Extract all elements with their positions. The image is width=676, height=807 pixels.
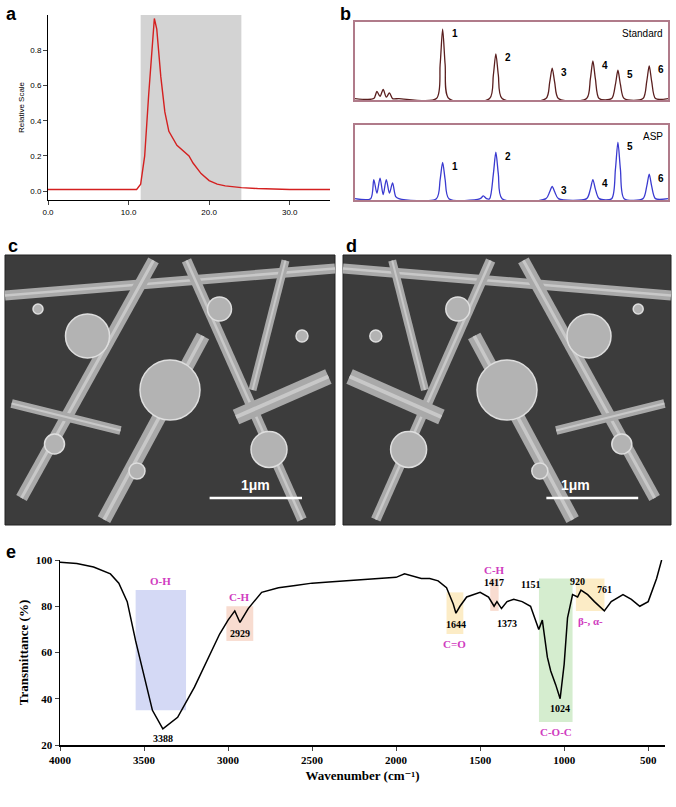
svg-text:3500: 3500 — [133, 754, 156, 766]
svg-text:2500: 2500 — [301, 754, 324, 766]
svg-text:0.4: 0.4 — [30, 117, 42, 126]
svg-text:920: 920 — [570, 576, 585, 587]
svg-text:6: 6 — [658, 173, 664, 184]
svg-text:3000: 3000 — [217, 754, 240, 766]
svg-text:0.2: 0.2 — [30, 152, 42, 161]
svg-text:Relative Scale: Relative Scale — [17, 81, 26, 133]
svg-text:30.0: 30.0 — [282, 208, 298, 217]
svg-text:C-H: C-H — [484, 564, 505, 576]
svg-text:0.6: 0.6 — [30, 81, 42, 90]
svg-text:1024: 1024 — [550, 703, 570, 714]
svg-text:Standard: Standard — [622, 28, 663, 39]
svg-text:C=O: C=O — [443, 638, 466, 650]
svg-text:20.0: 20.0 — [201, 208, 217, 217]
svg-text:1: 1 — [452, 161, 458, 172]
svg-text:d: d — [346, 236, 357, 256]
svg-text:6: 6 — [658, 64, 664, 75]
svg-text:1500: 1500 — [469, 754, 492, 766]
svg-text:1151: 1151 — [521, 579, 540, 590]
svg-text:1417: 1417 — [484, 577, 504, 588]
svg-text:0.8: 0.8 — [30, 46, 42, 55]
svg-text:2000: 2000 — [385, 754, 408, 766]
svg-text:60: 60 — [41, 646, 53, 658]
svg-text:5: 5 — [627, 141, 633, 152]
svg-text:b: b — [340, 4, 351, 24]
svg-text:c: c — [8, 236, 18, 256]
svg-text:1: 1 — [452, 28, 458, 39]
svg-text:80: 80 — [41, 600, 53, 612]
svg-text:40: 40 — [41, 693, 53, 705]
svg-text:C-H: C-H — [229, 591, 250, 603]
svg-text:761: 761 — [597, 584, 612, 595]
svg-text:2: 2 — [505, 151, 511, 162]
svg-text:O-H: O-H — [150, 575, 171, 587]
svg-text:1644: 1644 — [446, 619, 466, 630]
svg-text:10.0: 10.0 — [121, 208, 137, 217]
svg-text:20: 20 — [41, 739, 53, 751]
svg-text:Transmittance (%): Transmittance (%) — [16, 600, 31, 706]
svg-text:4000: 4000 — [49, 754, 72, 766]
svg-text:a: a — [6, 4, 17, 24]
svg-text:1μm: 1μm — [561, 477, 590, 493]
svg-text:C-O-C: C-O-C — [540, 726, 572, 738]
svg-text:3388: 3388 — [153, 733, 173, 744]
svg-text:ASP: ASP — [643, 131, 663, 142]
svg-text:e: e — [6, 542, 16, 562]
svg-text:4: 4 — [602, 60, 608, 71]
svg-text:2929: 2929 — [230, 628, 250, 639]
svg-text:1373: 1373 — [497, 618, 517, 629]
svg-text:2: 2 — [505, 52, 511, 63]
svg-text:3: 3 — [561, 67, 567, 78]
svg-text:Wavenumber (cm⁻¹): Wavenumber (cm⁻¹) — [305, 768, 419, 783]
svg-text:1000: 1000 — [553, 754, 576, 766]
svg-text:1μm: 1μm — [241, 477, 270, 493]
svg-text:0.0: 0.0 — [30, 187, 42, 196]
svg-text:0.0: 0.0 — [42, 208, 54, 217]
svg-text:4: 4 — [602, 178, 608, 189]
svg-text:3: 3 — [561, 185, 567, 196]
svg-text:100: 100 — [36, 554, 53, 566]
svg-text:β-, α-: β-, α- — [578, 615, 603, 627]
svg-text:500: 500 — [640, 754, 657, 766]
svg-text:5: 5 — [627, 69, 633, 80]
